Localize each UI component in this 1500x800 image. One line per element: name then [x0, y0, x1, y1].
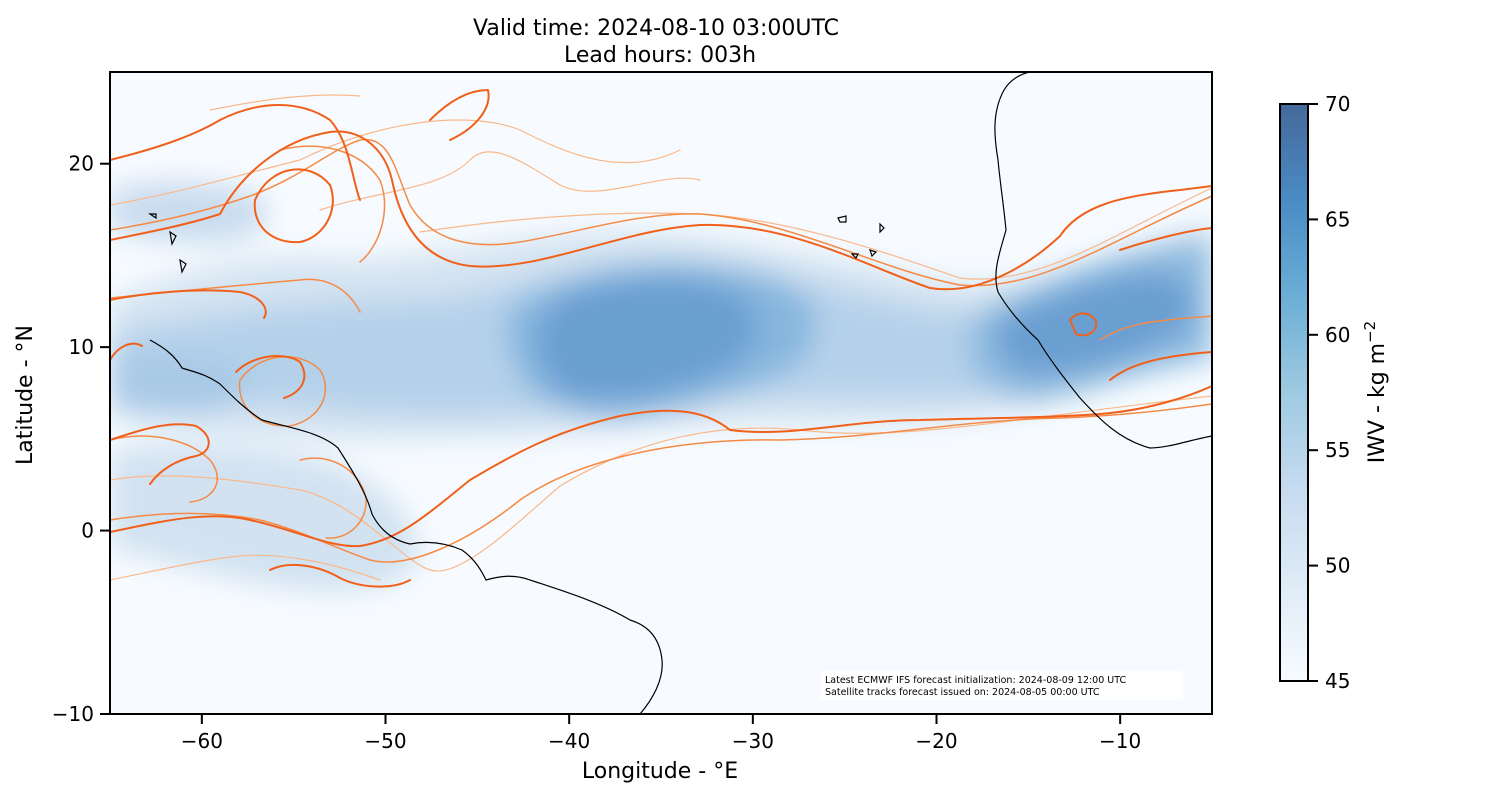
- x-tick-label: −60: [181, 729, 223, 753]
- y-axis-ticks: −10 0 10 20: [52, 152, 110, 726]
- title-valid-time: Valid time: 2024-08-10 03:00UTC: [473, 16, 839, 41]
- y-tick-label: 0: [81, 519, 94, 543]
- y-tick-label: 10: [69, 335, 94, 359]
- colorbar-label-exponent: −2: [1361, 321, 1379, 343]
- colorbar-label-text: IWV - kg m: [1365, 343, 1390, 463]
- colorbar-label: IWV - kg m−2: [1361, 321, 1390, 463]
- y-tick-label: 20: [69, 152, 94, 176]
- colorbar: 45 50 55 60 65 70 IWV - kg m−2: [1279, 92, 1390, 693]
- title-lead-hours: Lead hours: 003h: [564, 43, 756, 68]
- y-axis-label: Latitude - °N: [13, 325, 38, 465]
- plot-frame: [109, 71, 1213, 715]
- y-tick-label: −10: [52, 702, 94, 726]
- x-axis-ticks: −60 −50 −40 −30 −20 −10: [181, 714, 1141, 753]
- forecast-annotation: Latest ECMWF IFS forecast initialization…: [821, 671, 1183, 700]
- colorbar-tick-label: 60: [1325, 323, 1350, 347]
- colorbar-gradient: [1279, 103, 1309, 682]
- colorbar-tick-label: 55: [1325, 438, 1350, 462]
- annotation-line2: Satellite tracks forecast issued on: 202…: [825, 687, 1100, 698]
- x-axis-label: Longitude - °E: [582, 759, 738, 784]
- colorbar-tick-label: 45: [1325, 669, 1350, 693]
- colorbar-tick-label: 50: [1325, 554, 1350, 578]
- contour-tracks: [110, 89, 1212, 588]
- colorbar-ticks: 45 50 55 60 65 70: [1308, 92, 1350, 693]
- annotation-box: [821, 671, 1183, 700]
- x-tick-label: −20: [915, 729, 957, 753]
- colorbar-tick-label: 65: [1325, 207, 1350, 231]
- annotation-line1: Latest ECMWF IFS forecast initialization…: [825, 675, 1126, 686]
- coastlines: [148, 72, 1212, 714]
- x-tick-label: −50: [364, 729, 406, 753]
- iwv-field: [110, 181, 1212, 592]
- x-tick-label: −40: [548, 729, 590, 753]
- colorbar-tick-label: 70: [1325, 92, 1350, 116]
- plot-area: [110, 72, 1212, 714]
- x-tick-label: −30: [732, 729, 774, 753]
- x-tick-label: −10: [1099, 729, 1141, 753]
